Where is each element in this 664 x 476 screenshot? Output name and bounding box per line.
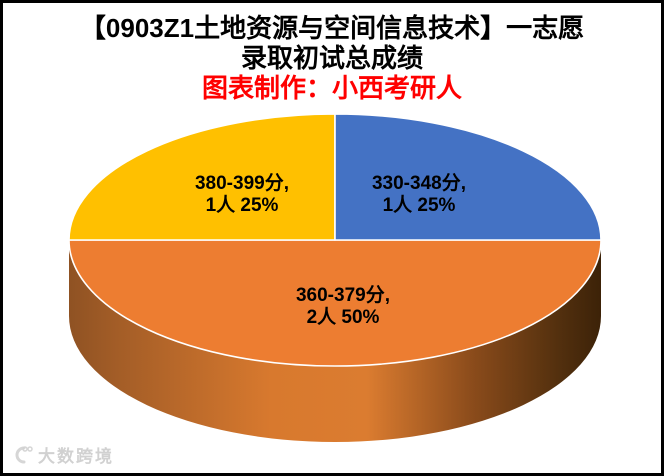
watermark-logo-icon bbox=[15, 445, 33, 463]
pie-slice-360-379 bbox=[68, 239, 602, 367]
title-block: 【0903Z1土地资源与空间信息技术】一志愿 录取初试总成绩 图表制作：小西考研… bbox=[3, 13, 661, 103]
pie-chart-svg bbox=[68, 113, 602, 442]
pie-side-wall bbox=[69, 240, 601, 442]
watermark: 大数跨境 bbox=[10, 442, 114, 467]
credit-line: 图表制作：小西考研人 bbox=[201, 73, 462, 103]
pie-slice-330-348 bbox=[334, 113, 602, 241]
chart-title-line2: 录取初试总成绩 bbox=[240, 43, 423, 73]
chart-title-line1: 【0903Z1土地资源与空间信息技术】一志愿 bbox=[79, 13, 585, 43]
watermark-text: 大数跨境 bbox=[38, 447, 114, 466]
pie-slice-380-399 bbox=[68, 113, 336, 241]
